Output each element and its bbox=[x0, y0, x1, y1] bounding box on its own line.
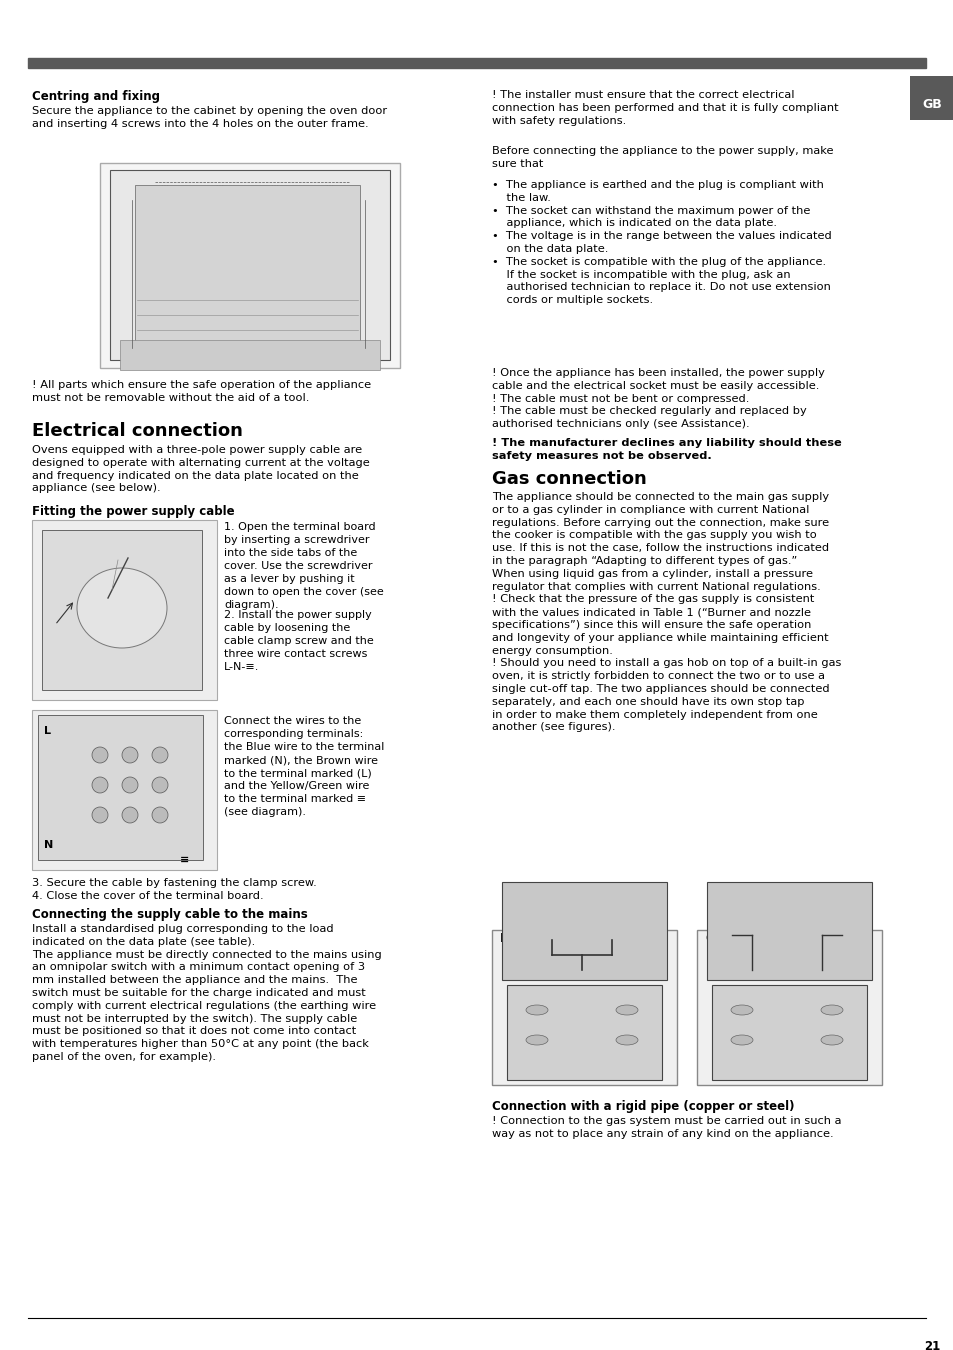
Ellipse shape bbox=[730, 1035, 752, 1045]
Text: Ovens equipped with a three-pole power supply cable are
designed to operate with: Ovens equipped with a three-pole power s… bbox=[32, 446, 370, 493]
Text: GB: GB bbox=[922, 99, 941, 111]
Bar bbox=[697, 930, 882, 1085]
Bar bbox=[909, 76, 953, 120]
Ellipse shape bbox=[525, 1035, 547, 1045]
Text: Centring and fixing: Centring and fixing bbox=[32, 90, 160, 103]
Bar bbox=[711, 986, 866, 1080]
Text: N: N bbox=[44, 840, 53, 850]
Text: •  The appliance is earthed and the plug is compliant with
    the law.
•  The s: • The appliance is earthed and the plug … bbox=[492, 180, 831, 305]
Text: Connection with a rigid pipe (copper or steel): Connection with a rigid pipe (copper or … bbox=[492, 1100, 794, 1112]
Bar bbox=[32, 520, 216, 701]
Ellipse shape bbox=[616, 1035, 638, 1045]
Text: NO: NO bbox=[499, 931, 519, 945]
Bar bbox=[42, 531, 202, 690]
Text: OK: OK bbox=[704, 931, 723, 945]
Text: 21: 21 bbox=[923, 1341, 939, 1350]
Text: Connect the wires to the
corresponding terminals:
the Blue wire to the terminal
: Connect the wires to the corresponding t… bbox=[224, 716, 384, 817]
Text: Install a standardised plug corresponding to the load
indicated on the data plat: Install a standardised plug correspondin… bbox=[32, 923, 381, 1062]
Circle shape bbox=[152, 778, 168, 792]
Bar bbox=[110, 170, 390, 360]
Bar bbox=[492, 930, 677, 1085]
Circle shape bbox=[122, 807, 138, 824]
Text: ! All parts which ensure the safe operation of the appliance
must not be removab: ! All parts which ensure the safe operat… bbox=[32, 379, 371, 402]
Bar bbox=[28, 58, 925, 68]
Text: ! The installer must ensure that the correct electrical
connection has been perf: ! The installer must ensure that the cor… bbox=[492, 90, 838, 126]
Circle shape bbox=[91, 747, 108, 763]
Circle shape bbox=[152, 747, 168, 763]
Text: L: L bbox=[44, 726, 51, 736]
Circle shape bbox=[91, 778, 108, 792]
Text: Secure the appliance to the cabinet by opening the oven door
and inserting 4 scr: Secure the appliance to the cabinet by o… bbox=[32, 107, 387, 128]
Circle shape bbox=[122, 778, 138, 792]
Ellipse shape bbox=[616, 1004, 638, 1015]
Text: ! Once the appliance has been installed, the power supply
cable and the electric: ! Once the appliance has been installed,… bbox=[492, 369, 824, 429]
Ellipse shape bbox=[525, 1004, 547, 1015]
Ellipse shape bbox=[730, 1004, 752, 1015]
Text: Before connecting the appliance to the power supply, make
sure that: Before connecting the appliance to the p… bbox=[492, 146, 833, 169]
Circle shape bbox=[91, 807, 108, 824]
Bar bbox=[706, 882, 871, 980]
Text: The appliance should be connected to the main gas supply
or to a gas cylinder in: The appliance should be connected to the… bbox=[492, 491, 841, 733]
Text: 1. Open the terminal board
by inserting a screwdriver
into the side tabs of the
: 1. Open the terminal board by inserting … bbox=[224, 522, 383, 610]
Text: ! The manufacturer declines any liability should these
safety measures not be ob: ! The manufacturer declines any liabilit… bbox=[492, 437, 841, 460]
Bar bbox=[38, 716, 203, 860]
Text: Fitting the power supply cable: Fitting the power supply cable bbox=[32, 505, 234, 518]
Bar bbox=[135, 185, 359, 346]
Text: 3. Secure the cable by fastening the clamp screw.
4. Close the cover of the term: 3. Secure the cable by fastening the cla… bbox=[32, 878, 316, 900]
Circle shape bbox=[122, 747, 138, 763]
Text: Connecting the supply cable to the mains: Connecting the supply cable to the mains bbox=[32, 909, 308, 921]
Text: Electrical connection: Electrical connection bbox=[32, 423, 243, 440]
Ellipse shape bbox=[821, 1035, 842, 1045]
Text: 2. Install the power supply
cable by loosening the
cable clamp screw and the
thr: 2. Install the power supply cable by loo… bbox=[224, 610, 374, 672]
Text: ≡: ≡ bbox=[180, 855, 190, 865]
Bar bbox=[32, 710, 216, 869]
Ellipse shape bbox=[821, 1004, 842, 1015]
Bar bbox=[120, 340, 379, 370]
Text: Gas connection: Gas connection bbox=[492, 470, 646, 487]
Bar bbox=[100, 163, 399, 369]
Circle shape bbox=[152, 807, 168, 824]
Text: ! Connection to the gas system must be carried out in such a
way as not to place: ! Connection to the gas system must be c… bbox=[492, 1116, 841, 1139]
Bar bbox=[506, 986, 661, 1080]
Bar bbox=[501, 882, 666, 980]
Ellipse shape bbox=[77, 568, 167, 648]
